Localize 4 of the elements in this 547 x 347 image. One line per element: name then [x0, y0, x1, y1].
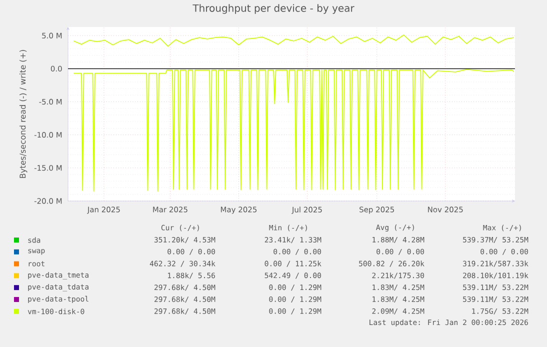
- y-axis-title: Bytes/second read (-) / write (+): [19, 50, 28, 178]
- chart-title: Throughput per device - by year: [192, 4, 354, 14]
- line-series: [73, 68, 514, 192]
- line-series: [73, 34, 514, 47]
